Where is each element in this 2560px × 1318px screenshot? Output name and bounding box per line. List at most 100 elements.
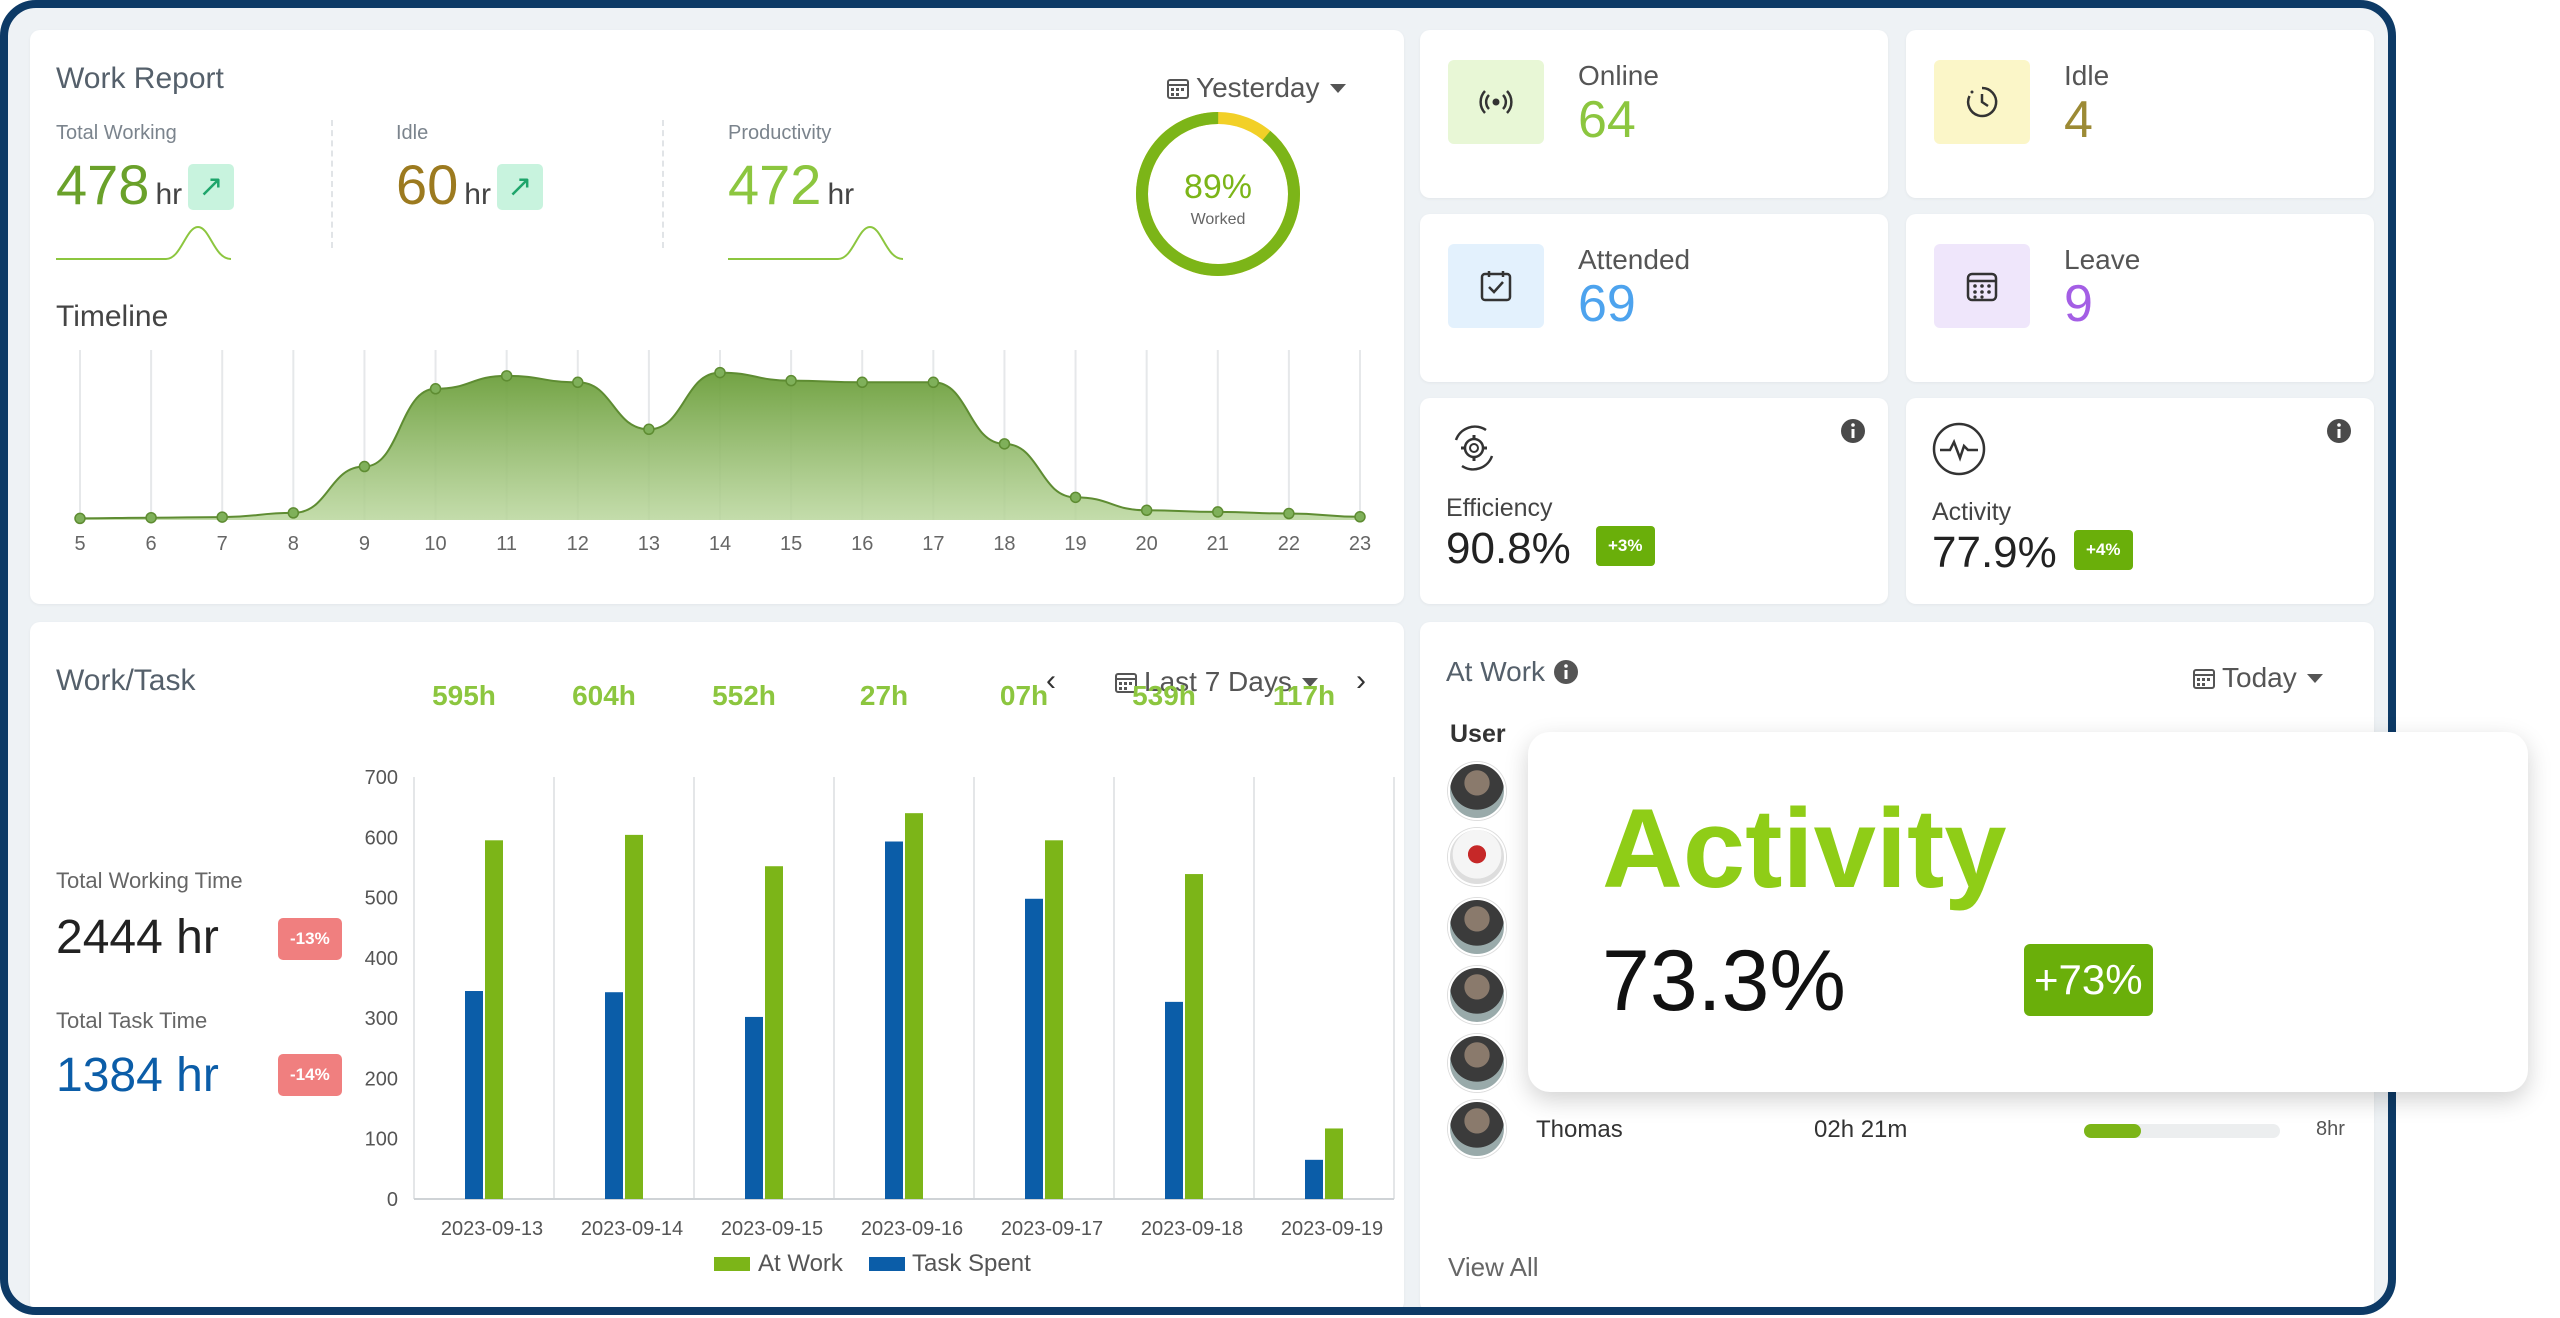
timeline-tick-label: 13: [638, 533, 660, 555]
bar-task-spent[interactable]: [465, 991, 483, 1199]
period-dropdown[interactable]: Today: [2192, 662, 2323, 694]
timeline-point[interactable]: [1283, 507, 1295, 520]
timeline-tick-label: 7: [217, 533, 228, 555]
chart-legend: At Work Task Spent: [714, 1250, 1031, 1277]
y-tick-label: 400: [365, 948, 398, 970]
productivity-block: Productivity 472 hr: [728, 122, 908, 266]
broadcast-icon: [1448, 60, 1544, 144]
bar-at-work[interactable]: [1185, 874, 1203, 1199]
arrow-up-right-icon: ↗: [188, 163, 235, 210]
timeline-tick-label: 8: [288, 533, 299, 555]
gear-sync-icon: [1454, 425, 1494, 471]
attended-card[interactable]: Attended 69: [1420, 214, 1888, 382]
y-tick-label: 600: [365, 827, 398, 849]
avatar[interactable]: [1448, 762, 1506, 820]
timeline-point[interactable]: [500, 370, 513, 382]
bar-task-spent[interactable]: [1025, 898, 1043, 1199]
ring-percent: 89%: [1184, 168, 1252, 206]
efficiency-value: 90.8%: [1446, 524, 1571, 573]
info-icon[interactable]: [1840, 418, 1866, 444]
user-goal: 8hr: [2316, 1118, 2345, 1140]
efficiency-label: Efficiency: [1446, 494, 1553, 522]
timeline-point[interactable]: [74, 512, 86, 525]
next-period-button[interactable]: ›: [1356, 664, 1366, 697]
timeline-point[interactable]: [643, 423, 655, 436]
timeline-tick-label: 20: [1136, 533, 1158, 555]
avatar[interactable]: [1448, 898, 1506, 956]
work-task-bar-chart: 0 100 200 300 400 500 600 700 595h 604h 552h 27h 07…: [365, 680, 1395, 1277]
timeline-point[interactable]: [358, 460, 371, 473]
bar-at-work[interactable]: [485, 840, 503, 1199]
timeline-point[interactable]: [714, 366, 726, 379]
total-task-time-label: Total Task Time: [56, 1008, 208, 1033]
bar-at-work[interactable]: [765, 866, 783, 1199]
bar-task-spent[interactable]: [1165, 1001, 1183, 1199]
x-tick-label: 2023-09-18: [1141, 1218, 1243, 1240]
bar-at-work[interactable]: [625, 834, 643, 1199]
timeline-point[interactable]: [927, 376, 940, 389]
timeline-point[interactable]: [1354, 511, 1366, 523]
timeline-point[interactable]: [287, 507, 300, 519]
timeline-point[interactable]: [1212, 506, 1224, 518]
total-working-label: Total Working: [56, 122, 177, 144]
info-icon[interactable]: [2326, 418, 2352, 444]
avatar[interactable]: [1448, 966, 1506, 1024]
timeline-point[interactable]: [572, 376, 584, 389]
view-all-link[interactable]: View All: [1448, 1252, 1539, 1282]
y-tick-label: 0: [387, 1189, 398, 1211]
bar-task-spent[interactable]: [745, 1016, 763, 1199]
timeline-point[interactable]: [998, 438, 1011, 450]
attended-value: 69: [1578, 275, 1636, 333]
table-row[interactable]: Thomas 02h 21m 8hr: [1420, 1100, 2374, 1164]
clock-icon: [1934, 60, 2030, 144]
attended-label: Attended: [1578, 244, 1691, 275]
dashboard-frame: Work Report Yesterday Total Working 478 h…: [0, 0, 2396, 1315]
timeline-tick-label: 12: [567, 533, 589, 555]
bar-at-work[interactable]: [1325, 1128, 1343, 1199]
timeline-point[interactable]: [785, 374, 797, 387]
legend-swatch-task-spent: [869, 1257, 905, 1271]
bar-total-label: 595h: [432, 680, 496, 711]
work-progress-bar: [2084, 1124, 2280, 1138]
period-dropdown[interactable]: Yesterday: [1166, 72, 1346, 104]
online-card[interactable]: Online 64: [1420, 30, 1888, 198]
period-dropdown[interactable]: Last 7 Days: [1114, 666, 1318, 698]
bar-total-label: 07h: [1000, 680, 1048, 711]
legend-swatch-at-work: [714, 1257, 750, 1271]
timeline-point[interactable]: [216, 511, 228, 523]
avatar[interactable]: [1448, 828, 1506, 886]
total-task-time-badge: -14%: [278, 1054, 342, 1096]
timeline-point[interactable]: [429, 383, 442, 395]
bar-total-label: 117h: [1273, 680, 1335, 711]
bar-at-work[interactable]: [1045, 840, 1063, 1199]
chevron-down-icon: [2306, 673, 2323, 683]
avatar[interactable]: [1448, 1034, 1506, 1092]
bar-task-spent[interactable]: [885, 841, 903, 1199]
timeline-point[interactable]: [145, 511, 157, 524]
activity-card[interactable]: Activity 77.9% +4%: [1906, 398, 2374, 604]
calendar-check-icon: [1448, 244, 1544, 328]
divider: [331, 120, 333, 248]
bar-at-work[interactable]: [905, 813, 923, 1199]
work-task-title: Work/Task: [56, 664, 196, 697]
y-tick-label: 700: [365, 767, 398, 789]
timeline-point[interactable]: [1069, 491, 1082, 504]
worked-ring: 89% Worked: [1136, 112, 1300, 276]
bar-task-spent[interactable]: [605, 992, 623, 1199]
leave-card[interactable]: Leave 9: [1906, 214, 2374, 382]
timeline-point[interactable]: [856, 376, 868, 389]
idle-stat-label: Idle: [2064, 60, 2110, 91]
bar-task-spent[interactable]: [1305, 1159, 1323, 1199]
timeline-tick-label: 23: [1349, 533, 1371, 555]
ring-caption: Worked: [1191, 211, 1246, 228]
info-icon[interactable]: [1553, 659, 1579, 685]
timeline-point[interactable]: [1140, 504, 1153, 517]
efficiency-card[interactable]: Efficiency 90.8% +3%: [1420, 398, 1888, 604]
timeline-tick-label: 18: [993, 533, 1015, 555]
chevron-down-icon: [1329, 83, 1346, 93]
prev-period-button[interactable]: ‹: [1046, 664, 1056, 697]
bar-total-label: 552h: [712, 680, 776, 711]
total-working-time-label: Total Working Time: [56, 868, 243, 893]
calendar-icon: [1115, 673, 1137, 693]
idle-card[interactable]: Idle 4: [1906, 30, 2374, 198]
